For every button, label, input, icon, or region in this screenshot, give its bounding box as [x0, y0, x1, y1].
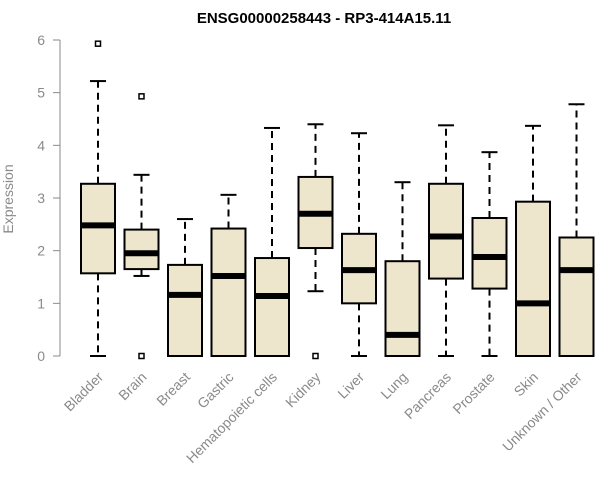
box-breast [167, 218, 203, 357]
box-lung [384, 181, 421, 358]
outlier-point [94, 40, 102, 47]
box-iqr [210, 227, 247, 357]
x-tick-label: Brain [115, 369, 149, 403]
y-axis: 0 1 2 3 4 5 6 [37, 32, 61, 364]
box-prostate [471, 151, 508, 357]
outlier-point [138, 352, 145, 360]
box-hematopoietic-cells [254, 126, 290, 358]
box-iqr [515, 200, 551, 357]
x-tick-label: Prostate [449, 369, 497, 417]
x-tick-label: Bladder [61, 369, 107, 415]
x-tick-label: Unknown / Other [499, 369, 585, 455]
box-iqr [254, 257, 290, 358]
y-tick-label: 3 [37, 190, 45, 206]
y-tick-label: 1 [37, 295, 45, 311]
y-tick-label: 5 [37, 85, 45, 101]
box-iqr [471, 217, 508, 290]
y-tick-label: 6 [37, 32, 45, 48]
box-gastric [210, 193, 247, 357]
box-iqr [80, 182, 116, 275]
box-bladder [80, 40, 116, 357]
y-tick-label: 0 [37, 348, 45, 364]
x-tick-label: Gastric [194, 369, 237, 412]
box-iqr [428, 182, 464, 280]
y-tick-label: 4 [37, 137, 45, 153]
x-tick-label: Skin [511, 369, 542, 400]
box-iqr [384, 260, 421, 358]
box-unknown-other [558, 103, 595, 357]
box-liver [341, 132, 377, 357]
outlier-point [312, 352, 319, 360]
y-axis-label: Expression [0, 164, 16, 233]
x-tick-label: Liver [334, 369, 367, 402]
boxes-group [80, 40, 595, 360]
box-brain [123, 93, 160, 360]
chart-title: ENSG00000258443 - RP3-414A15.11 [197, 10, 451, 27]
box-kidney [297, 123, 334, 360]
y-tick-label: 2 [37, 243, 45, 259]
box-iqr [167, 263, 203, 357]
x-tick-label: Lung [377, 369, 410, 402]
x-tick-label: Pancreas [401, 369, 454, 422]
box-iqr [123, 228, 160, 271]
x-tick-label: Breast [153, 369, 193, 409]
box-pancreas [428, 124, 464, 357]
box-iqr [558, 236, 595, 357]
box-skin [515, 124, 551, 357]
outlier-point [138, 93, 145, 100]
x-tick-label: Kidney [282, 369, 324, 411]
